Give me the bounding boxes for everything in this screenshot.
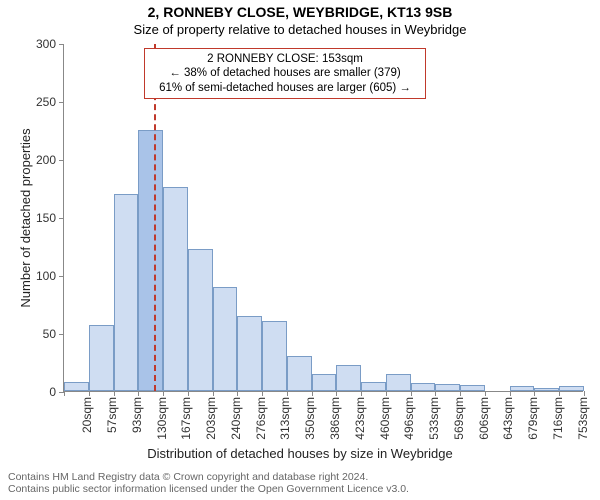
x-tick: [262, 391, 263, 396]
x-tick-label: 496sqm: [402, 397, 416, 440]
x-tick: [534, 391, 535, 396]
x-tick: [435, 391, 436, 396]
footer-attribution: Contains HM Land Registry data © Crown c…: [8, 471, 592, 496]
x-tick: [114, 391, 115, 396]
x-tick-label: 20sqm: [80, 397, 94, 433]
histogram-bar: [287, 356, 312, 391]
y-tick: [59, 44, 64, 45]
annotation-line: 2 RONNEBY CLOSE: 153sqm: [151, 52, 419, 66]
x-tick-label: 276sqm: [254, 397, 268, 440]
footer-line: Contains public sector information licen…: [8, 483, 592, 496]
y-tick-label: 100: [36, 269, 56, 283]
chart-plot-area: 05010015020025030020sqm57sqm93sqm130sqm1…: [63, 44, 583, 392]
x-tick: [485, 391, 486, 396]
histogram-bar: [435, 384, 460, 391]
page-subtitle: Size of property relative to detached ho…: [0, 22, 600, 37]
annotation-box: 2 RONNEBY CLOSE: 153sqm← 38% of detached…: [144, 48, 426, 99]
x-axis-label: Distribution of detached houses by size …: [0, 446, 600, 461]
histogram-bar: [89, 325, 114, 391]
footer-line: Contains HM Land Registry data © Crown c…: [8, 471, 592, 484]
histogram-bar: [361, 382, 386, 391]
y-tick-label: 150: [36, 211, 56, 225]
y-tick: [59, 102, 64, 103]
y-axis-label: Number of detached properties: [18, 128, 33, 307]
histogram-bar: [237, 316, 262, 391]
y-tick: [59, 276, 64, 277]
x-tick: [559, 391, 560, 396]
histogram-bar: [510, 386, 535, 391]
x-tick: [188, 391, 189, 396]
histogram-bar: [138, 130, 163, 391]
x-tick: [287, 391, 288, 396]
x-tick: [361, 391, 362, 396]
x-tick-label: 643sqm: [501, 397, 515, 440]
x-tick-label: 350sqm: [303, 397, 317, 440]
x-tick-label: 167sqm: [179, 397, 193, 440]
x-tick-label: 533sqm: [427, 397, 441, 440]
x-tick-label: 679sqm: [526, 397, 540, 440]
x-tick-label: 569sqm: [452, 397, 466, 440]
annotation-line: ← 38% of detached houses are smaller (37…: [151, 66, 419, 80]
page-title: 2, RONNEBY CLOSE, WEYBRIDGE, KT13 9SB: [0, 4, 600, 20]
x-tick: [411, 391, 412, 396]
histogram-bar: [312, 374, 337, 391]
histogram-bar: [213, 287, 238, 391]
y-tick-label: 200: [36, 153, 56, 167]
y-tick: [59, 160, 64, 161]
histogram-bar: [188, 249, 213, 391]
histogram-bar: [336, 365, 361, 391]
y-tick-label: 50: [43, 327, 56, 341]
x-tick: [64, 391, 65, 396]
x-tick-label: 460sqm: [378, 397, 392, 440]
histogram-bar: [163, 187, 188, 391]
x-tick-label: 423sqm: [353, 397, 367, 440]
y-tick-label: 0: [49, 385, 56, 399]
x-tick: [213, 391, 214, 396]
x-tick-label: 313sqm: [278, 397, 292, 440]
x-tick-label: 130sqm: [155, 397, 169, 440]
y-tick-label: 300: [36, 37, 56, 51]
histogram-bar: [386, 374, 411, 391]
x-tick: [237, 391, 238, 396]
x-tick-label: 716sqm: [551, 397, 565, 440]
x-tick: [386, 391, 387, 396]
x-tick: [510, 391, 511, 396]
histogram-bar: [262, 321, 287, 391]
x-tick-label: 93sqm: [130, 397, 144, 433]
x-tick: [584, 391, 585, 396]
histogram-bar: [114, 194, 139, 391]
histogram-bar: [534, 388, 559, 391]
x-tick: [336, 391, 337, 396]
annotation-line: 61% of semi-detached houses are larger (…: [151, 81, 419, 95]
x-tick-label: 240sqm: [229, 397, 243, 440]
y-tick-label: 250: [36, 95, 56, 109]
x-tick-label: 57sqm: [105, 397, 119, 433]
x-tick: [89, 391, 90, 396]
x-tick-label: 753sqm: [576, 397, 590, 440]
histogram-bar: [460, 385, 485, 391]
y-tick: [59, 334, 64, 335]
x-tick-label: 606sqm: [477, 397, 491, 440]
x-tick-label: 203sqm: [204, 397, 218, 440]
x-tick: [138, 391, 139, 396]
histogram-bar: [64, 382, 89, 391]
x-tick: [163, 391, 164, 396]
y-tick: [59, 218, 64, 219]
histogram-bar: [411, 383, 436, 391]
histogram-bar: [559, 386, 584, 391]
x-tick-label: 386sqm: [328, 397, 342, 440]
x-tick: [312, 391, 313, 396]
x-tick: [460, 391, 461, 396]
